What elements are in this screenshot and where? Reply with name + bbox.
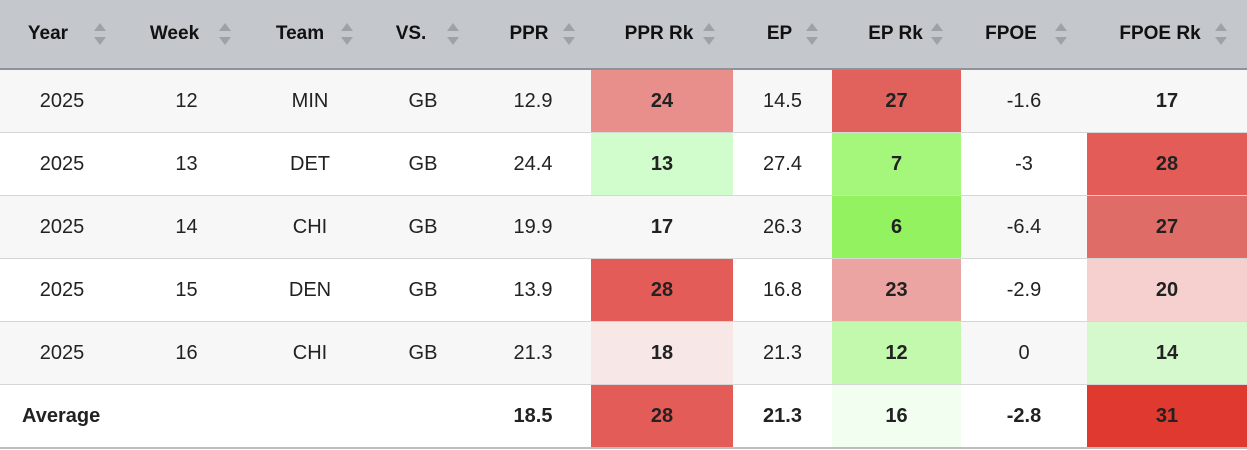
col-header-team[interactable]: Team xyxy=(249,0,371,70)
cell-week: 13 xyxy=(124,132,249,196)
col-header-label: EP Rk xyxy=(868,23,923,44)
cell-ppr-rk: 13 xyxy=(591,132,733,196)
cell-ppr-rk: 24 xyxy=(591,69,733,133)
header-row: Year Week Team VS. PPR PPR Rk EP EP Rk F… xyxy=(0,0,1247,70)
table-row: 2025 16 CHI GB 21.3 18 21.3 12 0 14 xyxy=(0,321,1247,385)
sort-icon[interactable] xyxy=(447,21,459,47)
sort-icon[interactable] xyxy=(341,21,353,47)
cell-fpoe-rk: 20 xyxy=(1087,258,1247,322)
col-header-fpoe-rk[interactable]: FPOE Rk xyxy=(1087,0,1247,70)
cell-team: DEN xyxy=(249,258,371,322)
col-header-week[interactable]: Week xyxy=(124,0,249,70)
cell-fpoe-rk: 27 xyxy=(1087,195,1247,259)
cell-ppr: 24.4 xyxy=(475,132,591,196)
col-header-label: VS. xyxy=(395,23,427,44)
cell-year: 2025 xyxy=(0,132,124,196)
sort-icon[interactable] xyxy=(1215,21,1227,47)
cell-ep: 21.3 xyxy=(733,321,832,385)
cell-ep: 16.8 xyxy=(733,258,832,322)
cell-week: 15 xyxy=(124,258,249,322)
col-header-label: PPR xyxy=(509,23,549,44)
cell-ep-rk: 12 xyxy=(832,321,961,385)
col-header-label: FPOE Rk xyxy=(1119,23,1201,44)
cell-week: 16 xyxy=(124,321,249,385)
cell-team: CHI xyxy=(249,321,371,385)
avg-fpoe: -2.8 xyxy=(961,384,1087,449)
col-header-fpoe[interactable]: FPOE xyxy=(961,0,1087,70)
col-header-vs[interactable]: VS. xyxy=(371,0,475,70)
sort-icon[interactable] xyxy=(703,21,715,47)
average-label: Average xyxy=(0,384,475,449)
cell-fpoe: -6.4 xyxy=(961,195,1087,259)
cell-ep-rk: 23 xyxy=(832,258,961,322)
cell-year: 2025 xyxy=(0,195,124,259)
cell-ep: 26.3 xyxy=(733,195,832,259)
col-header-label: Week xyxy=(149,23,200,44)
cell-fpoe-rk: 17 xyxy=(1087,69,1247,133)
sort-icon[interactable] xyxy=(563,21,575,47)
cell-team: MIN xyxy=(249,69,371,133)
col-header-label: Team xyxy=(275,23,325,44)
cell-team: CHI xyxy=(249,195,371,259)
sort-icon[interactable] xyxy=(931,21,943,47)
cell-ep-rk: 27 xyxy=(832,69,961,133)
avg-ep: 21.3 xyxy=(733,384,832,449)
avg-ppr-rk: 28 xyxy=(591,384,733,449)
avg-fpoe-rk: 31 xyxy=(1087,384,1247,449)
col-header-label: EP xyxy=(766,23,793,44)
cell-fpoe: 0 xyxy=(961,321,1087,385)
cell-year: 2025 xyxy=(0,69,124,133)
cell-ep-rk: 7 xyxy=(832,132,961,196)
col-header-ep-rk[interactable]: EP Rk xyxy=(832,0,961,70)
avg-ep-rk: 16 xyxy=(832,384,961,449)
cell-year: 2025 xyxy=(0,321,124,385)
col-header-label: Year xyxy=(27,23,69,44)
col-header-label: PPR Rk xyxy=(624,23,694,44)
cell-fpoe: -3 xyxy=(961,132,1087,196)
cell-year: 2025 xyxy=(0,258,124,322)
cell-ppr-rk: 17 xyxy=(591,195,733,259)
cell-vs: GB xyxy=(371,69,475,133)
cell-team: DET xyxy=(249,132,371,196)
cell-fpoe: -1.6 xyxy=(961,69,1087,133)
col-header-ppr-rk[interactable]: PPR Rk xyxy=(591,0,733,70)
sort-icon[interactable] xyxy=(1055,21,1067,47)
cell-vs: GB xyxy=(371,132,475,196)
col-header-ppr[interactable]: PPR xyxy=(475,0,591,70)
sort-icon[interactable] xyxy=(219,21,231,47)
cell-fpoe: -2.9 xyxy=(961,258,1087,322)
cell-vs: GB xyxy=(371,195,475,259)
cell-ppr: 21.3 xyxy=(475,321,591,385)
sort-icon[interactable] xyxy=(94,21,106,47)
cell-fpoe-rk: 28 xyxy=(1087,132,1247,196)
cell-week: 12 xyxy=(124,69,249,133)
cell-ppr: 19.9 xyxy=(475,195,591,259)
cell-ep: 14.5 xyxy=(733,69,832,133)
table-row: 2025 14 CHI GB 19.9 17 26.3 6 -6.4 27 xyxy=(0,195,1247,259)
cell-ppr-rk: 28 xyxy=(591,258,733,322)
col-header-label: FPOE xyxy=(985,23,1037,44)
table-row: 2025 15 DEN GB 13.9 28 16.8 23 -2.9 20 xyxy=(0,258,1247,322)
average-row: Average 18.5 28 21.3 16 -2.8 31 xyxy=(0,384,1247,449)
cell-ppr: 12.9 xyxy=(475,69,591,133)
cell-week: 14 xyxy=(124,195,249,259)
cell-ep-rk: 6 xyxy=(832,195,961,259)
avg-ppr: 18.5 xyxy=(475,384,591,449)
col-header-ep[interactable]: EP xyxy=(733,0,832,70)
cell-vs: GB xyxy=(371,258,475,322)
cell-vs: GB xyxy=(371,321,475,385)
sort-icon[interactable] xyxy=(806,21,818,47)
cell-ep: 27.4 xyxy=(733,132,832,196)
cell-ppr: 13.9 xyxy=(475,258,591,322)
table-row: 2025 13 DET GB 24.4 13 27.4 7 -3 28 xyxy=(0,132,1247,196)
cell-ppr-rk: 18 xyxy=(591,321,733,385)
cell-fpoe-rk: 14 xyxy=(1087,321,1247,385)
table-row: 2025 12 MIN GB 12.9 24 14.5 27 -1.6 17 xyxy=(0,69,1247,133)
col-header-year[interactable]: Year xyxy=(0,0,124,70)
